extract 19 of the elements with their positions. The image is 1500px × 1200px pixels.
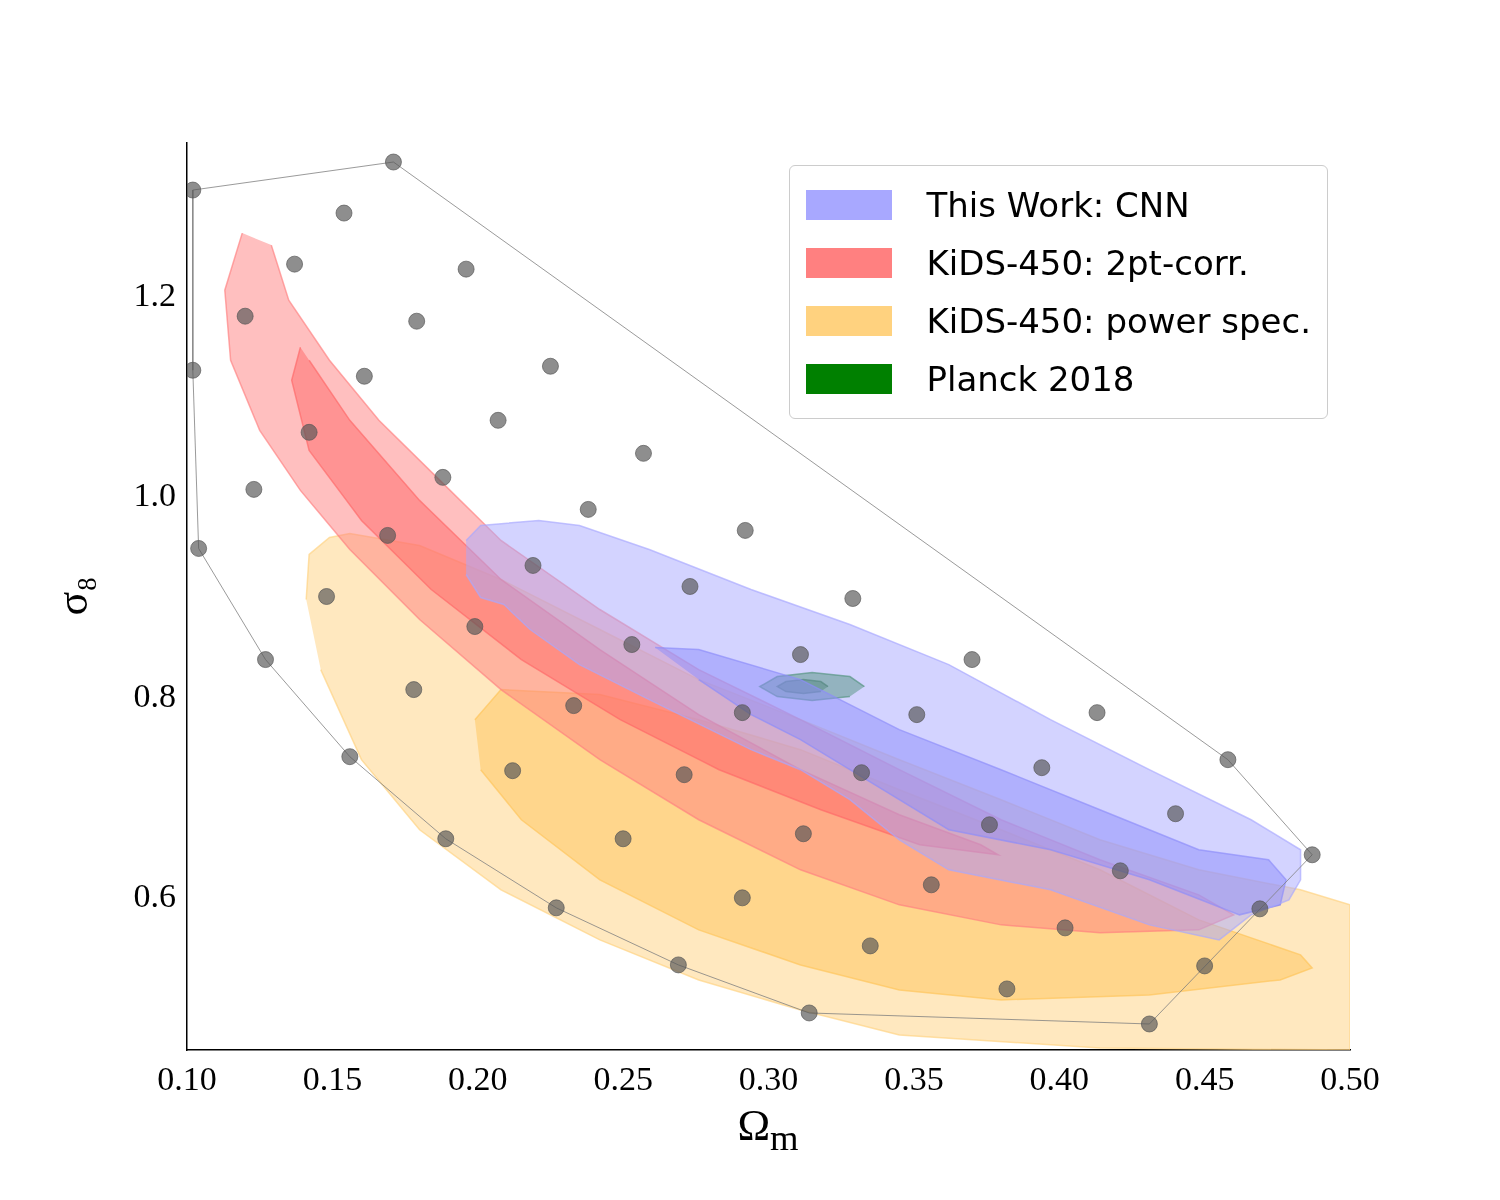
x-tick-label: 0.45 bbox=[1174, 1060, 1235, 1098]
y-tick-label: 1.2 bbox=[133, 276, 176, 314]
y-axis-title: σ₈ bbox=[46, 576, 98, 616]
x-tick-label: 0.30 bbox=[738, 1060, 799, 1098]
y-tick-label: 1.0 bbox=[133, 476, 176, 514]
x-tick-label: 0.35 bbox=[884, 1060, 944, 1098]
legend-label: KiDS-450: 2pt-corr. bbox=[926, 243, 1249, 283]
x-tick-label: 0.40 bbox=[1029, 1060, 1089, 1098]
x-axis-title: Ω$_{m}$ bbox=[737, 1100, 799, 1159]
y-tick-label: 0.6 bbox=[133, 876, 176, 914]
y-tick-label: 0.8 bbox=[133, 676, 176, 714]
x-tick-label: 0.50 bbox=[1320, 1060, 1380, 1098]
legend-label: This Work: CNN bbox=[926, 185, 1190, 225]
legend-label: Planck 2018 bbox=[926, 359, 1135, 399]
x-tick-label: 0.25 bbox=[593, 1060, 653, 1098]
x-tick-label: 0.10 bbox=[157, 1060, 217, 1098]
x-tick-label: 0.20 bbox=[448, 1060, 508, 1098]
legend-label: KiDS-450: power spec. bbox=[926, 301, 1311, 341]
x-tick-label: 0.15 bbox=[302, 1060, 363, 1098]
